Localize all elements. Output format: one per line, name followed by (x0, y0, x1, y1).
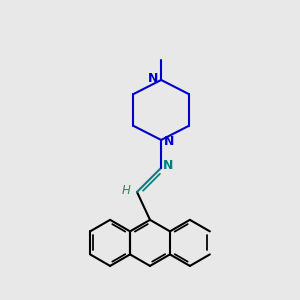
Text: N: N (164, 135, 175, 148)
Text: H: H (122, 184, 131, 196)
Text: N: N (163, 160, 173, 172)
Text: N: N (148, 72, 158, 85)
